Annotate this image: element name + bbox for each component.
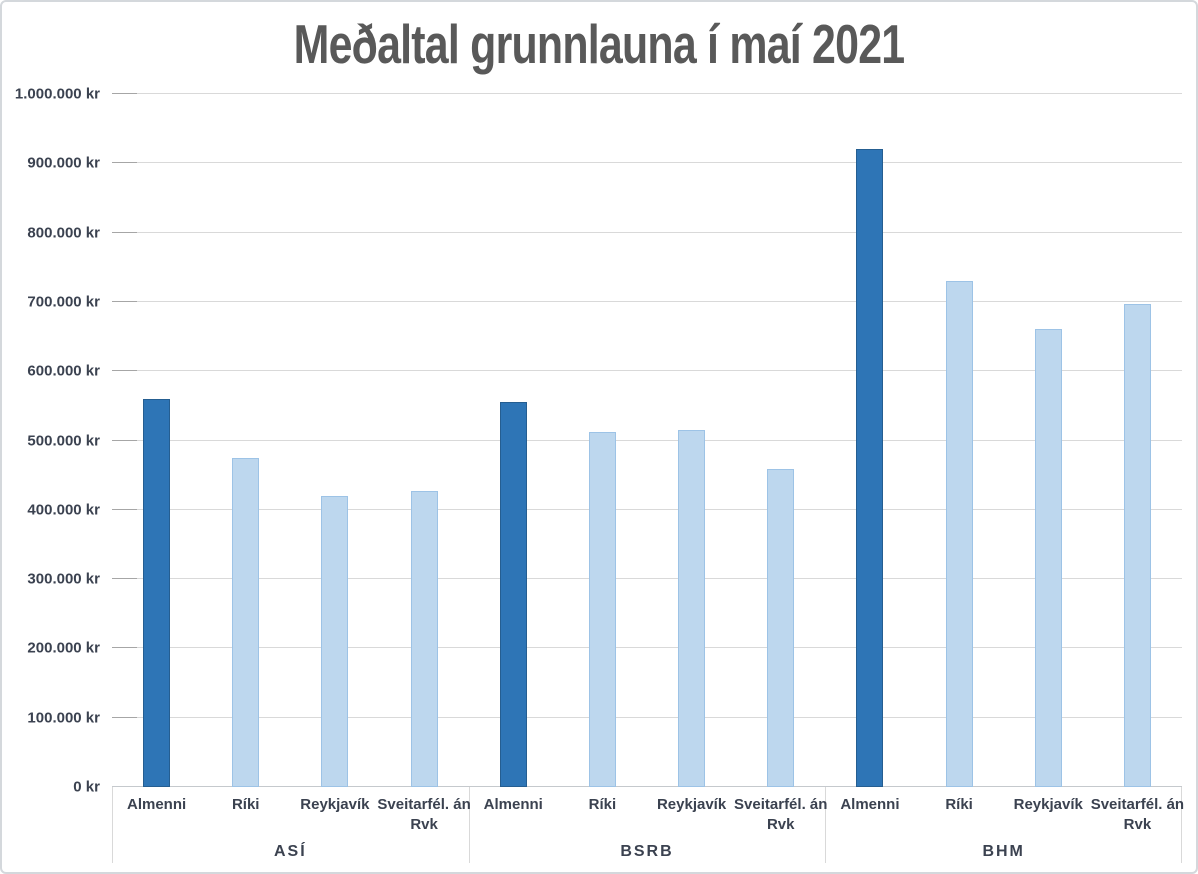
- gridline: [112, 370, 1182, 372]
- category-label: Almenni: [483, 796, 543, 813]
- y-axis-label: 600.000 kr: [27, 362, 100, 380]
- gridline: [112, 716, 1182, 718]
- category-label: Reykjavík: [300, 796, 370, 813]
- y-axis-label: 1.000.000 kr: [14, 85, 100, 103]
- y-tick-mark: [112, 508, 137, 510]
- gridline: [112, 647, 1182, 649]
- gridline: [112, 231, 1182, 233]
- y-tick-mark: [112, 647, 137, 649]
- y-axis-label: 900.000 kr: [27, 154, 100, 172]
- y-axis-label: 400.000 kr: [27, 501, 100, 519]
- y-tick-mark: [112, 370, 137, 372]
- y-tick-mark: [112, 716, 137, 718]
- x-axis-line: [112, 786, 1182, 787]
- y-axis-label: 200.000 kr: [27, 639, 100, 657]
- category-axis-separator: [1181, 787, 1182, 863]
- category-label: Sveitarfél. án Rvk: [734, 796, 828, 834]
- bar-bsrb-2: [588, 431, 616, 787]
- gridline: [112, 439, 1182, 441]
- y-axis: 0 kr 100.000 kr 200.000 kr 300.000 kr 400.00…: [2, 86, 100, 796]
- gridline: [112, 578, 1182, 580]
- bar-bhm-3: [1034, 328, 1062, 787]
- category-label: Almenni: [840, 796, 900, 813]
- category-label: Ríki: [945, 796, 973, 813]
- y-axis-label: 300.000 kr: [27, 570, 100, 588]
- y-axis-label: 700.000 kr: [27, 293, 100, 311]
- bar-así-2: [232, 457, 260, 787]
- category-label: Reykjavík: [656, 796, 727, 813]
- y-axis-label: 100.000 kr: [27, 709, 100, 727]
- category-axis-separator: [468, 787, 470, 863]
- gridline: [112, 162, 1182, 164]
- y-axis-label: 800.000 kr: [27, 224, 100, 242]
- category-label: Sveitarfél. án Rvk: [1090, 796, 1185, 834]
- group-label-así: ASÍ: [273, 843, 307, 860]
- category-label: Ríki: [231, 796, 260, 813]
- group-label-bsrb: BSRB: [620, 843, 674, 860]
- plot-area: [112, 93, 1182, 787]
- gridline: [112, 93, 1182, 94]
- category-label: Almenni: [126, 796, 187, 813]
- y-tick-mark: [112, 162, 137, 164]
- bar-así-4: [410, 491, 438, 787]
- chart-title: Meðaltal grunnlauna í maí 2021: [293, 13, 906, 75]
- bar-bhm-1: [856, 149, 884, 787]
- gridline: [112, 300, 1182, 302]
- group-label-bhm: BHM: [982, 843, 1025, 860]
- x-axis: Almenni Ríki Reykjavík Sveitarfél. án Rvk AS…: [112, 787, 1184, 865]
- y-tick-mark: [112, 439, 137, 441]
- y-tick-mark: [112, 231, 137, 233]
- bar-así-3: [321, 495, 349, 787]
- category-axis-separator: [825, 787, 827, 863]
- bar-bsrb-4: [767, 468, 795, 787]
- bar-bhm-4: [1123, 303, 1151, 787]
- category-label: Ríki: [588, 796, 617, 813]
- category-label: Sveitarfél. án Rvk: [377, 796, 471, 834]
- bar-bhm-2: [945, 281, 973, 787]
- bar-bsrb-3: [678, 430, 706, 787]
- y-axis-label: 500.000 kr: [27, 432, 100, 449]
- bar-bsrb-1: [499, 401, 527, 787]
- bar-así-1: [143, 398, 171, 787]
- y-tick-mark: [112, 300, 137, 302]
- y-tick-mark: [112, 93, 137, 94]
- category-label: Reykjavík: [1013, 796, 1083, 813]
- gridline: [112, 508, 1182, 510]
- category-axis-separator: [112, 787, 113, 863]
- y-axis-label: 0 kr: [73, 778, 100, 796]
- y-tick-mark: [112, 578, 137, 580]
